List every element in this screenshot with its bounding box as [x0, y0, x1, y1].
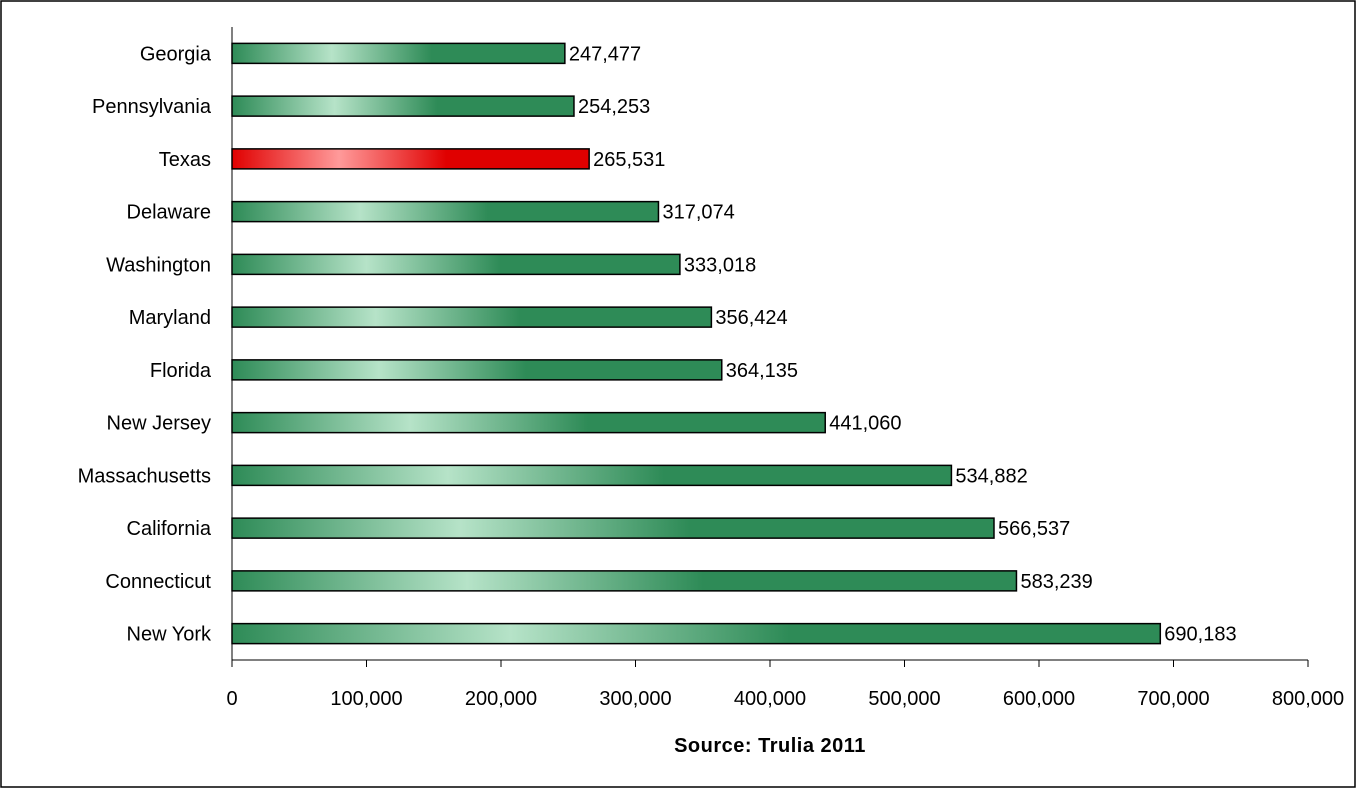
category-labels: Georgia Pennsylvania Texas Delaware Washingt… [78, 43, 212, 645]
value-label: 254,253 [578, 96, 650, 118]
value-label: 690,183 [1164, 624, 1236, 646]
category-label: Florida [150, 360, 212, 382]
value-label: 333,018 [684, 254, 756, 276]
value-label: 364,135 [726, 360, 798, 382]
category-label: Delaware [127, 202, 211, 224]
category-label: New York [127, 624, 212, 646]
value-label: 441,060 [829, 413, 901, 435]
x-tick-label: 600,000 [1003, 688, 1075, 710]
value-label: 247,477 [569, 43, 641, 65]
value-label: 317,074 [662, 202, 734, 224]
bar-california [231, 517, 995, 539]
value-label: 534,882 [955, 465, 1027, 487]
category-label: Maryland [129, 307, 211, 329]
value-label: 566,537 [998, 518, 1070, 540]
category-label: Pennsylvania [92, 96, 212, 118]
bar-massachusetts [231, 464, 953, 487]
bar-washington [231, 253, 681, 276]
category-label: Connecticut [105, 571, 211, 593]
bar-texas [231, 148, 590, 170]
category-label: California [127, 518, 212, 540]
x-tick-label: 400,000 [734, 688, 806, 710]
value-labels: 247,477 254,253 265,531 317,074 333,018 356,4… [569, 43, 1237, 645]
bar-new-york [231, 622, 1162, 645]
category-label: Texas [159, 149, 211, 171]
x-tick-label: 800,000 [1272, 688, 1344, 710]
bar-georgia [231, 42, 566, 65]
category-label: Georgia [140, 43, 212, 65]
value-label: 356,424 [715, 307, 787, 329]
bar-connecticut [231, 570, 1018, 592]
bar-florida [231, 359, 723, 381]
category-label: New Jersey [107, 413, 211, 435]
bar-maryland [231, 306, 713, 328]
x-tick-label: 700,000 [1137, 688, 1209, 710]
x-ticks: 0 100,000 200,000 300,000 400,000 500,000 600,… [226, 660, 1344, 710]
bar-delaware [231, 200, 660, 223]
x-tick-label: 300,000 [599, 688, 671, 710]
x-tick-label: 500,000 [868, 688, 940, 710]
bar-pennsylvania [231, 95, 575, 117]
category-label: Washington [106, 254, 211, 276]
x-tick-label: 100,000 [330, 688, 402, 710]
bar-new-jersey [231, 411, 826, 434]
value-label: 583,239 [1020, 571, 1092, 593]
value-label: 265,531 [593, 149, 665, 171]
category-label: Massachusetts [78, 465, 211, 487]
x-tick-label: 200,000 [465, 688, 537, 710]
x-axis-label: Source: Trulia 2011 [674, 735, 866, 757]
x-tick-label: 0 [226, 688, 237, 710]
